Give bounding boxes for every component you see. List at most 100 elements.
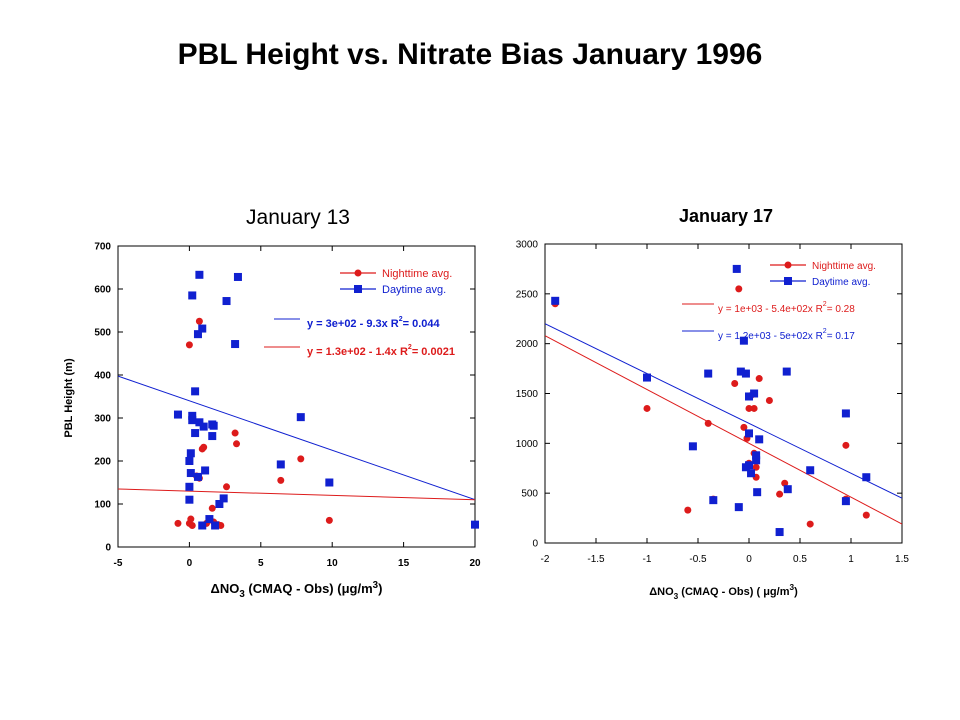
day-point (276, 460, 285, 469)
day-point (186, 469, 195, 478)
chart-panel-1: January 13-5 0 5 10 15 2001002003004005006007… (63, 206, 481, 600)
day-point (862, 473, 871, 482)
day-point (186, 449, 195, 458)
day-point (211, 521, 220, 530)
day-point (745, 429, 753, 438)
night-point (174, 519, 182, 527)
day-point (753, 488, 762, 497)
day-point (198, 521, 207, 530)
night-point (277, 476, 285, 484)
chart-title: January 13 (246, 206, 350, 229)
day-point (736, 367, 745, 376)
y-tick-label: 400 (94, 371, 111, 382)
day-point (775, 528, 784, 537)
plot-frame (117, 245, 476, 548)
day-point (195, 418, 204, 427)
y-tick-label: 2000 (516, 339, 539, 350)
night-point (735, 285, 743, 293)
fit-line-night (118, 488, 475, 501)
y-tick-label: 600 (94, 285, 111, 296)
y-tick-label: 100 (94, 500, 111, 511)
fit-equation: y = 1.3e+02 - 1.4x R2= 0.0021 (307, 344, 455, 358)
day-point (806, 466, 815, 475)
day-point (643, 373, 651, 382)
x-axis-label: ΔNO3 (CMAQ - Obs) ( μg/m3) (649, 583, 798, 601)
night-point (187, 515, 195, 523)
legend-marker-day (354, 285, 362, 293)
night-point (731, 380, 739, 388)
y-tick-label: 200 (94, 457, 111, 468)
y-tick-label: 500 (521, 489, 538, 500)
day-point (745, 461, 753, 470)
night-point (765, 396, 773, 404)
legend-label-day: Daytime avg. (812, 277, 870, 288)
y-tick-label: 0 (532, 539, 538, 550)
night-point (188, 522, 196, 529)
night-point (842, 441, 850, 449)
day-point (841, 409, 850, 418)
day-point (739, 336, 748, 345)
day-point (688, 442, 697, 451)
y-tick-label: 0 (105, 543, 111, 554)
day-point (191, 387, 200, 396)
day-point (193, 330, 202, 339)
day-point (782, 367, 791, 376)
day-point (199, 422, 208, 431)
night-point (755, 375, 763, 383)
y-tick-label: 700 (94, 242, 111, 253)
day-point (231, 340, 240, 349)
day-point (191, 429, 200, 438)
fit-equation: y = 1.2e+03 - 5e+02x R2= 0.17 (718, 328, 855, 342)
day-point (185, 457, 194, 465)
day-point (704, 369, 713, 378)
day-point (296, 413, 305, 422)
day-point (732, 264, 741, 273)
x-tick-label: -1 (643, 554, 652, 565)
day-point (745, 392, 753, 401)
night-point (806, 520, 814, 528)
fit-equation: y = 3e+02 - 9.3x R2= 0.044 (307, 316, 441, 330)
x-axis-label: ΔNO3 (CMAQ - Obs) (μg/m3) (211, 580, 383, 600)
legend-marker-night (784, 261, 792, 269)
day-point (471, 520, 479, 529)
day-point (173, 410, 182, 419)
fit-line-night (545, 335, 902, 525)
night-point (740, 423, 748, 431)
x-tick-label: 15 (398, 558, 410, 569)
night-point (231, 429, 239, 437)
night-point (195, 317, 203, 325)
day-point (188, 291, 197, 300)
day-point (209, 421, 218, 430)
x-tick-label: -1.5 (587, 554, 605, 565)
legend-marker-day (784, 277, 792, 285)
y-tick-label: 500 (94, 328, 111, 339)
x-tick-label: -0.5 (689, 554, 707, 565)
day-point (198, 324, 207, 333)
day-point (841, 497, 850, 506)
y-tick-label: 1000 (516, 439, 539, 450)
night-point (776, 490, 784, 498)
x-tick-label: 20 (469, 558, 481, 569)
night-point (750, 404, 758, 412)
night-point (745, 404, 753, 412)
x-tick-label: 0 (746, 554, 752, 565)
day-point (233, 272, 242, 281)
day-point (755, 435, 764, 444)
chart-title: January 17 (679, 206, 773, 226)
x-tick-label: 5 (258, 558, 264, 569)
x-tick-label: 10 (327, 558, 339, 569)
y-tick-label: 2500 (516, 289, 539, 300)
fit-line-day (118, 375, 475, 501)
day-point (205, 515, 214, 524)
chart-panel-2: January 17 -2 -1.5 -1 -0.5 0 0.5 1 1.5 0 500 1000 15… (516, 206, 910, 601)
night-point (208, 504, 216, 512)
night-point (781, 479, 789, 487)
night-point (684, 506, 692, 514)
x-tick-label: 1 (848, 554, 854, 565)
day-point (188, 411, 197, 420)
x-tick-label: -2 (541, 554, 550, 565)
x-tick-label: -5 (114, 558, 123, 569)
night-point (200, 443, 208, 451)
day-point (741, 369, 750, 378)
